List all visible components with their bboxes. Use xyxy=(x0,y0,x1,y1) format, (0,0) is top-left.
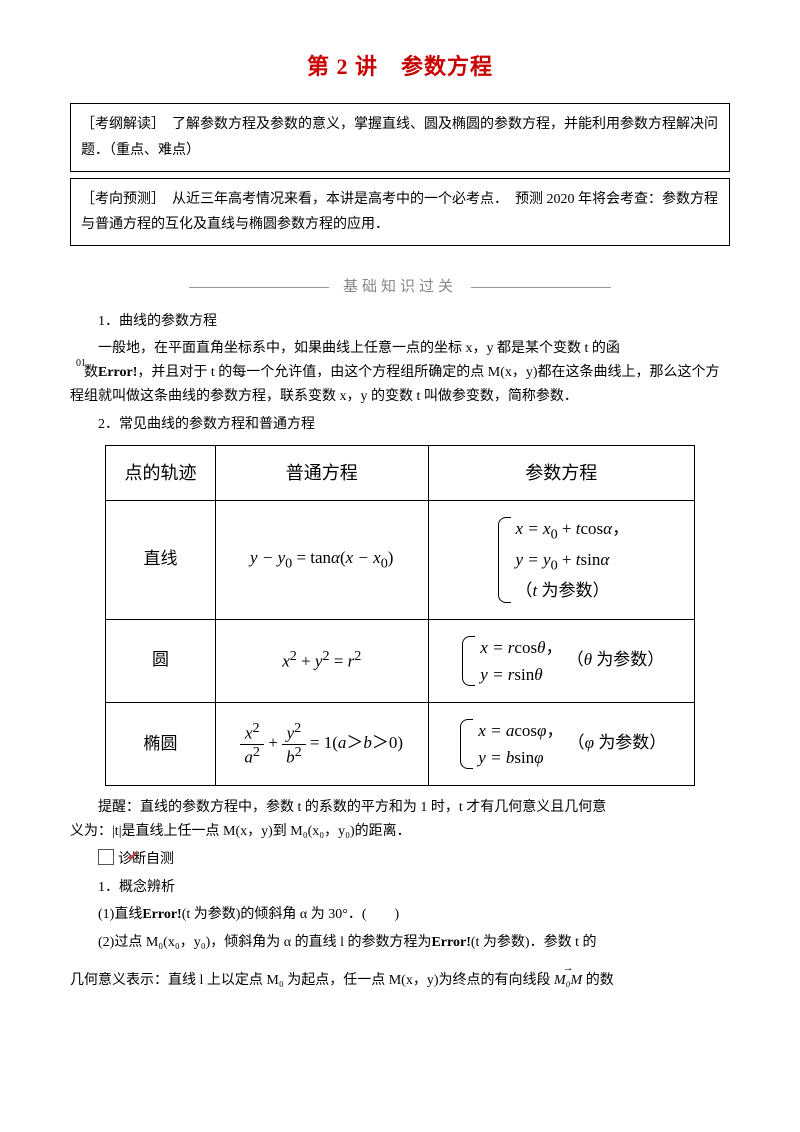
hint-line1: 提醒：直线的参数方程中，参数 t 的系数的平方和为 1 时，t 才有几何意义且几… xyxy=(98,800,606,815)
table-row-line: 直线 y − y0 = tanα(x − x0) x = x0 + tcosα，… xyxy=(106,501,695,619)
param-suffix: （θ 为参数） xyxy=(567,650,665,669)
cell-ellipse-param: x = acosφ， y = bsinφ （φ 为参数） xyxy=(428,702,694,785)
exam-guide-box: ［考纲解读］ 了解参数方程及参数的意义，掌握直线、圆及椭圆的参数方程，并能利用参… xyxy=(70,103,730,171)
fraction-den: b2 xyxy=(282,745,306,767)
box1-text: 了解参数方程及参数的意义，掌握直线、圆及椭圆的参数方程，并能利用参数方程解决问题… xyxy=(81,117,718,157)
vector-arrow-icon: → xyxy=(554,959,582,978)
p1-heading: 1．曲线的参数方程 xyxy=(70,310,730,334)
fraction-num: y2 xyxy=(282,721,306,744)
th-ordinary: 普通方程 xyxy=(215,445,428,501)
section-header: 基础知识过关 xyxy=(70,274,730,300)
q1-3: 几何意义表示：直线 l 上以定点 M₀ 为起点，任一点 M(x，y)为终点的有向… xyxy=(70,969,730,993)
fraction-den: a2 xyxy=(240,745,264,767)
th-parametric: 参数方程 xyxy=(428,445,694,501)
brace-system: x = rcosθ， y = rsinθ xyxy=(458,634,562,688)
cell-ellipse-name: 椭圆 xyxy=(106,702,216,785)
q1-2a: (2)过点 M₀(x₀，y₀)，倾斜角为 α 的直线 l 的参数方程为 xyxy=(98,935,431,950)
superscript-note: 01 xyxy=(76,355,86,372)
param-row: x = acosφ， xyxy=(478,717,563,744)
p2-heading: 2．常见曲线的参数方程和普通方程 xyxy=(70,413,730,437)
brace-system: x = x0 + tcosα， y = y0 + tsinα （t 为参数） xyxy=(494,515,630,604)
box1-label: ［考纲解读］ xyxy=(81,117,158,132)
table-header-row: 点的轨迹 普通方程 参数方程 xyxy=(106,445,695,501)
param-row: y = bsinφ xyxy=(478,744,563,771)
param-row: x = rcosθ， xyxy=(480,634,562,661)
param-row: y = rsinθ xyxy=(480,661,562,688)
error-text: Error! xyxy=(98,365,137,380)
divider-line xyxy=(189,287,329,288)
fraction: y2 b2 xyxy=(282,721,306,767)
fraction: x2 a2 xyxy=(240,721,264,767)
exam-predict-box: ［考向预测］ 从近三年高考情况来看，本讲是高考中的一个必考点． 预测 2020 … xyxy=(70,178,730,246)
param-row: （t 为参数） xyxy=(516,577,630,604)
divider-line xyxy=(471,287,611,288)
p1-line1: 一般地，在平面直角坐标系中，如果曲线上任意一点的坐标 x，y 都是某个变数 t … xyxy=(98,341,620,356)
error-text: Error! xyxy=(142,907,181,922)
cell-line-name: 直线 xyxy=(106,501,216,619)
fraction-rest: = 1(a＞b＞0) xyxy=(310,733,403,752)
box2-text: 从近三年高考情况来看，本讲是高考中的一个必考点． 预测 2020 年将会考查：参… xyxy=(81,192,718,232)
param-row: x = x0 + tcosα， xyxy=(516,515,630,546)
plus-sign: + xyxy=(268,733,282,752)
q1-2: (2)过点 M₀(x₀，y₀)，倾斜角为 α 的直线 l 的参数方程为Error… xyxy=(70,931,730,955)
vector-m0m: →M₀M xyxy=(554,969,582,993)
th-trajectory: 点的轨迹 xyxy=(106,445,216,501)
p1-line2a: 数 xyxy=(84,365,98,380)
q1-heading: 1．概念辨析 xyxy=(70,876,730,900)
q1-1a: (1)直线 xyxy=(98,907,142,922)
q1-1c: (t 为参数)的倾斜角 α 为 30°．( ) xyxy=(182,907,399,922)
cell-ellipse-ordinary: x2 a2 + y2 b2 = 1(a＞b＞0) xyxy=(215,702,428,785)
page-title: 第 2 讲 参数方程 xyxy=(70,48,730,85)
check-icon xyxy=(98,849,114,865)
cell-line-param: x = x0 + tcosα， y = y0 + tsinα （t 为参数） xyxy=(428,501,694,619)
p1-line2c: ，并且对于 t 的每一个允许值，由这个方程组所确定的点 M(x，y)都在这条曲线… xyxy=(70,365,720,404)
cell-circle-param: x = rcosθ， y = rsinθ （θ 为参数） xyxy=(428,619,694,702)
error-text: Error! xyxy=(431,935,470,950)
equations-table: 点的轨迹 普通方程 参数方程 直线 y − y0 = tanα(x − x0) … xyxy=(105,445,695,787)
page: 第 2 讲 参数方程 ［考纲解读］ 了解参数方程及参数的意义，掌握直线、圆及椭圆… xyxy=(0,0,800,1132)
cell-line-ordinary: y − y0 = tanα(x − x0) xyxy=(215,501,428,619)
hint-line2: 义为：|t|是直线上任一点 M(x，y)到 M₀(x₀，y₀)的距离． xyxy=(70,824,411,839)
p1-body: 一般地，在平面直角坐标系中，如果曲线上任意一点的坐标 x，y 都是某个变数 t … xyxy=(70,337,730,408)
param-suffix: （φ 为参数） xyxy=(568,733,667,752)
hint-paragraph: 提醒：直线的参数方程中，参数 t 的系数的平方和为 1 时，t 才有几何意义且几… xyxy=(70,796,730,844)
table-row-circle: 圆 x2 + y2 = r2 x = rcosθ， y = rsinθ （θ 为… xyxy=(106,619,695,702)
q1-1: (1)直线Error!(t 为参数)的倾斜角 α 为 30°．( ) xyxy=(70,903,730,927)
diag-heading-row: 诊断自测 xyxy=(70,848,730,872)
section-header-text: 基础知识过关 xyxy=(343,278,457,295)
cell-circle-name: 圆 xyxy=(106,619,216,702)
brace-system: x = acosφ， y = bsinφ xyxy=(456,717,563,771)
q1-3b: 的数 xyxy=(586,973,614,988)
param-row: y = y0 + tsinα xyxy=(516,546,630,577)
table-row-ellipse: 椭圆 x2 a2 + y2 b2 = 1(a＞b＞0) x = acosφ， y… xyxy=(106,702,695,785)
q1-3a: 几何意义表示：直线 l 上以定点 M₀ 为起点，任一点 M(x，y)为终点的有向… xyxy=(70,973,551,988)
fraction-num: x2 xyxy=(240,721,264,744)
cell-circle-ordinary: x2 + y2 = r2 xyxy=(215,619,428,702)
q1-2c: (t 为参数)．参数 t 的 xyxy=(471,935,597,950)
box2-label: ［考向预测］ xyxy=(81,192,158,207)
